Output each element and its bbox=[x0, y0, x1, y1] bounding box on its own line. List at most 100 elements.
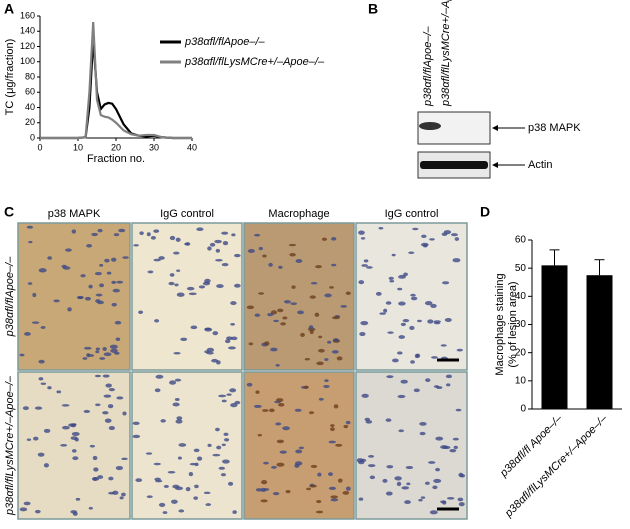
nucleus bbox=[258, 246, 263, 251]
nucleus bbox=[185, 487, 191, 492]
nucleus bbox=[454, 237, 460, 241]
nucleus bbox=[189, 462, 197, 466]
nucleus bbox=[445, 374, 453, 379]
nucleus bbox=[97, 228, 103, 233]
nucleus bbox=[75, 497, 81, 501]
nucleus bbox=[170, 499, 178, 504]
nucleus bbox=[114, 320, 122, 325]
nucleus bbox=[457, 497, 464, 502]
nucleus bbox=[91, 477, 100, 481]
nucleus bbox=[358, 460, 365, 465]
blot-band bbox=[420, 161, 488, 169]
nucleus bbox=[119, 496, 124, 500]
nucleus bbox=[43, 428, 51, 433]
nucleus bbox=[154, 388, 161, 393]
row-label: p38αfl/flLysMCre+/–Apoe–/– bbox=[4, 375, 16, 516]
nucleus bbox=[442, 445, 451, 450]
nucleus bbox=[37, 452, 45, 457]
nucleus bbox=[401, 486, 410, 490]
y-axis-label: Macrophage staining bbox=[494, 273, 506, 375]
nucleus bbox=[105, 383, 112, 388]
nucleus bbox=[95, 347, 100, 351]
x-tick-label: 20 bbox=[111, 142, 121, 152]
nucleus bbox=[285, 490, 291, 494]
nucleus bbox=[283, 300, 291, 304]
nucleus bbox=[174, 378, 182, 382]
nucleus bbox=[398, 274, 406, 279]
nucleus bbox=[61, 404, 70, 407]
bar bbox=[586, 275, 613, 409]
nucleus bbox=[367, 464, 376, 468]
nucleus bbox=[436, 386, 443, 390]
nucleus bbox=[324, 379, 329, 383]
nucleus bbox=[104, 418, 112, 423]
nucleus bbox=[379, 312, 386, 315]
nucleus bbox=[175, 419, 183, 424]
nucleus bbox=[215, 427, 220, 432]
nucleus bbox=[418, 498, 423, 502]
panel-label: A bbox=[4, 1, 14, 17]
x-tick-label: 10 bbox=[73, 142, 83, 152]
nucleus bbox=[67, 307, 72, 312]
panel-label: C bbox=[4, 204, 14, 220]
nucleus bbox=[99, 283, 105, 288]
nucleus bbox=[40, 382, 47, 385]
column-label: Macrophage bbox=[268, 208, 329, 220]
nucleus bbox=[155, 374, 164, 379]
nucleus bbox=[139, 231, 144, 235]
nucleus bbox=[230, 301, 237, 306]
nucleus bbox=[222, 459, 230, 464]
nucleus bbox=[205, 503, 212, 506]
nucleus bbox=[289, 252, 296, 257]
y-tick-label: 50 bbox=[515, 263, 527, 274]
nucleus bbox=[228, 346, 236, 350]
nucleus bbox=[385, 301, 392, 305]
nucleus bbox=[204, 278, 211, 284]
nucleus bbox=[343, 424, 349, 429]
nucleus bbox=[106, 271, 112, 275]
nucleus bbox=[86, 244, 93, 248]
y-tick-label: 30 bbox=[515, 319, 527, 330]
blot-band bbox=[419, 122, 441, 130]
nucleus bbox=[392, 358, 399, 363]
nucleus bbox=[288, 243, 297, 247]
nucleus bbox=[26, 225, 34, 229]
nucleus bbox=[276, 462, 285, 467]
nucleus bbox=[186, 286, 195, 291]
nucleus bbox=[221, 443, 226, 447]
nucleus bbox=[262, 409, 269, 412]
nucleus bbox=[345, 420, 351, 425]
nucleus bbox=[61, 264, 67, 269]
nucleus bbox=[176, 292, 185, 297]
nucleus bbox=[440, 500, 446, 504]
nucleus bbox=[279, 450, 287, 454]
nucleus bbox=[207, 443, 212, 448]
nucleus bbox=[398, 335, 406, 339]
column-label: IgG control bbox=[385, 208, 439, 220]
nucleus bbox=[328, 440, 336, 444]
nucleus bbox=[294, 408, 302, 412]
nucleus bbox=[103, 352, 112, 357]
nucleus bbox=[247, 249, 255, 253]
nucleus bbox=[358, 497, 364, 501]
nucleus bbox=[327, 340, 332, 344]
nucleus bbox=[221, 399, 227, 403]
nucleus bbox=[102, 346, 107, 351]
y-tick-label: 10 bbox=[515, 375, 527, 386]
legend-label: p38αfl/flLysMCre+/–Apoe–/– bbox=[184, 56, 325, 68]
nucleus bbox=[277, 308, 284, 313]
nucleus bbox=[404, 500, 411, 505]
nucleus bbox=[324, 358, 329, 361]
nucleus bbox=[275, 422, 282, 426]
nucleus bbox=[383, 308, 388, 313]
nucleus bbox=[91, 232, 98, 237]
nucleus bbox=[215, 248, 221, 253]
nucleus bbox=[38, 377, 44, 381]
nucleus bbox=[112, 288, 121, 293]
nucleus bbox=[452, 437, 459, 441]
nucleus bbox=[331, 263, 337, 267]
nucleus bbox=[291, 285, 296, 289]
nucleus bbox=[400, 322, 406, 327]
nucleus bbox=[420, 496, 426, 499]
nucleus bbox=[378, 227, 384, 230]
